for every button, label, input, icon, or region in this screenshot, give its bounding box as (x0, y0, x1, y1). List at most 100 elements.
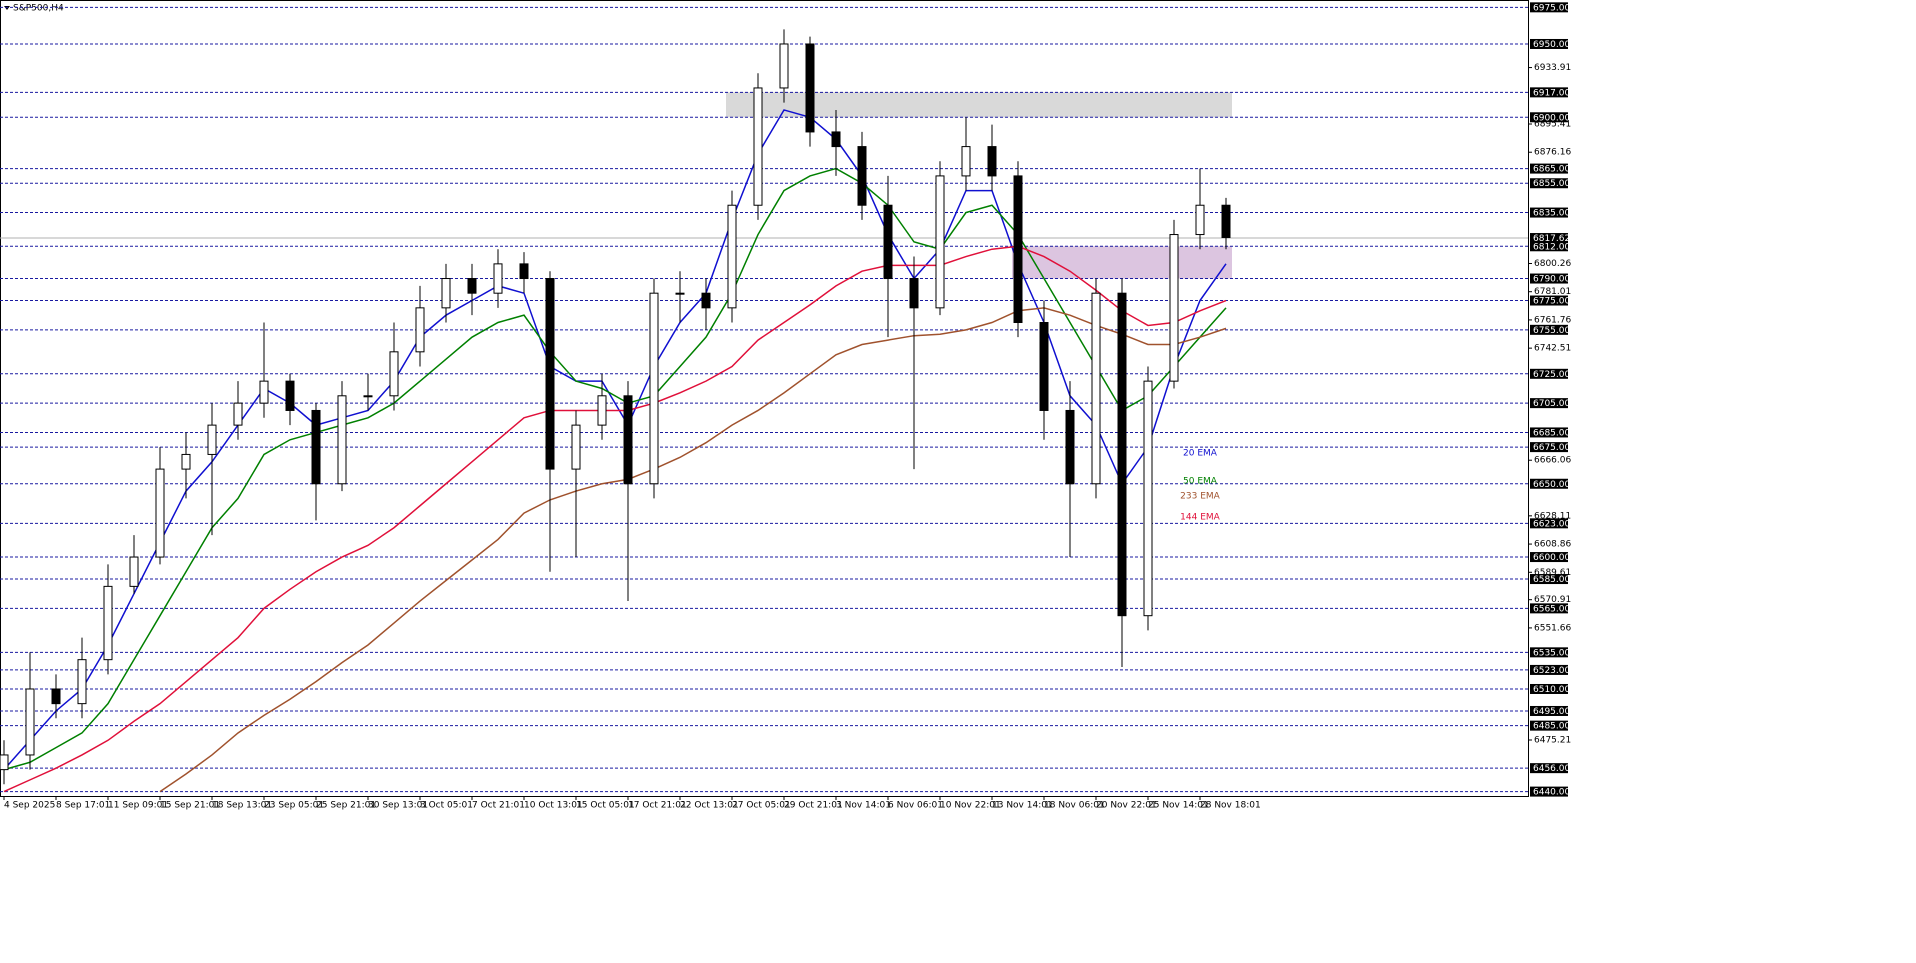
candle-body (259, 380, 269, 404)
x-tick-label: 23 Sep 05:01 (264, 801, 324, 811)
level-label: 6775.00 (1533, 297, 1570, 307)
level-label-box (1530, 442, 1568, 453)
level-label-box (1530, 207, 1568, 218)
level-label-box (1530, 427, 1568, 438)
level-label: 6855.00 (1533, 179, 1570, 189)
y-tick-label: 6628.11 (1534, 511, 1571, 521)
level-label: 6725.00 (1533, 370, 1570, 380)
x-tick-label: 3 Oct 05:01 (420, 801, 473, 811)
y-tick-label: 6895.41 (1534, 120, 1571, 130)
level-label: 6705.00 (1533, 399, 1570, 409)
x-tick-label: 29 Oct 21:01 (784, 801, 843, 811)
candle-body (753, 87, 763, 206)
level-label-box (1530, 163, 1568, 174)
candle-body (337, 395, 347, 485)
level-label: 6917.00 (1533, 88, 1570, 98)
last-price-label: 6817.62 (1533, 234, 1570, 244)
level-label: 6623.00 (1533, 519, 1570, 529)
y-tick-label: 6608.86 (1534, 540, 1571, 550)
level-label-box (1530, 241, 1568, 252)
y-tick-label: 6933.91 (1534, 63, 1571, 73)
x-tick-label: 25 Nov 14:01 (1148, 801, 1209, 811)
level-label-box (1530, 603, 1568, 614)
x-tick-label: 7 Oct 21:01 (472, 801, 525, 811)
x-tick-label: 27 Oct 05:01 (732, 801, 791, 811)
candle-body (0, 754, 9, 771)
level-label-box (1530, 763, 1568, 774)
level-label-box (1530, 295, 1568, 306)
x-tick-label: 17 Oct 21:01 (628, 801, 687, 811)
level-label-box (1530, 552, 1568, 563)
level-label-box (1530, 38, 1568, 49)
candle-body (779, 43, 789, 89)
level-label-box (1530, 368, 1568, 379)
candle-body (493, 263, 503, 294)
candle-body (441, 278, 451, 309)
level-label: 6812.00 (1533, 242, 1570, 252)
chart-title: S&P500,H4 (13, 4, 64, 14)
level-label: 6650.00 (1533, 480, 1570, 490)
ema-label: 233 EMA (1180, 492, 1220, 502)
y-tick-label: 6800.26 (1534, 259, 1571, 269)
candle-body (1221, 204, 1231, 238)
candle-body (961, 146, 971, 177)
x-tick-label: 13 Nov 14:01 (992, 801, 1053, 811)
level-label: 6535.00 (1533, 648, 1570, 658)
candle-body (1013, 175, 1023, 324)
level-label-box (1530, 518, 1568, 529)
y-tick-label: 6570.91 (1534, 595, 1571, 605)
x-tick-label: 15 Oct 05:01 (576, 801, 635, 811)
level-label: 6835.00 (1533, 209, 1570, 219)
y-tick-label: 6589.61 (1534, 568, 1571, 578)
level-label-box (1530, 398, 1568, 409)
y-tick-label: 6781.01 (1534, 287, 1571, 297)
zone (1012, 246, 1232, 279)
x-tick-label: 10 Oct 13:01 (524, 801, 583, 811)
level-label: 6755.00 (1533, 326, 1570, 336)
level-label-box (1530, 683, 1568, 694)
level-label-box (1530, 478, 1568, 489)
level-label-box (1530, 112, 1568, 123)
level-label-box (1530, 786, 1568, 797)
candle-body (623, 395, 633, 485)
level-label: 6585.00 (1533, 575, 1570, 585)
y-tick-label: 6475.21 (1534, 735, 1571, 745)
x-tick-label: 10 Nov 22:01 (940, 801, 1001, 811)
candle-body (701, 292, 711, 309)
candle-body (1195, 204, 1205, 236)
candle-body (1169, 234, 1179, 382)
level-label-box (1530, 574, 1568, 585)
x-tick-label: 3 Nov 14:01 (836, 801, 891, 811)
candle-body (207, 424, 217, 455)
plot-frame (0, 0, 1529, 797)
candle-body (155, 468, 165, 558)
last-price-box (1530, 233, 1568, 244)
x-tick-label: 28 Nov 18:01 (1200, 801, 1261, 811)
level-label: 6440.00 (1533, 788, 1570, 798)
candle-body (909, 278, 919, 309)
candle-body (571, 424, 581, 470)
candle-body (363, 395, 373, 398)
candle-body (233, 402, 243, 426)
ema-label: 144 EMA (1180, 513, 1220, 523)
candle-body (285, 380, 295, 411)
x-tick-label: 11 Sep 09:01 (108, 801, 168, 811)
level-label: 6523.00 (1533, 666, 1570, 676)
candle-body (311, 409, 321, 485)
candle-body (415, 307, 425, 353)
level-label: 6456.00 (1533, 764, 1570, 774)
candle-body (857, 146, 867, 206)
x-tick-label: 4 Sep 2025 (4, 801, 55, 811)
level-label-box (1530, 705, 1568, 716)
level-label-box (1530, 2, 1568, 13)
level-label: 6685.00 (1533, 428, 1570, 438)
candle-body (831, 131, 841, 148)
candle-body (597, 395, 607, 426)
candle-body (1117, 292, 1127, 617)
x-tick-label: 25 Sep 21:01 (316, 801, 376, 811)
y-tick-label: 6666.06 (1534, 456, 1571, 466)
level-label: 6675.00 (1533, 443, 1570, 453)
candle-body (389, 351, 399, 397)
candle-body (649, 292, 659, 485)
